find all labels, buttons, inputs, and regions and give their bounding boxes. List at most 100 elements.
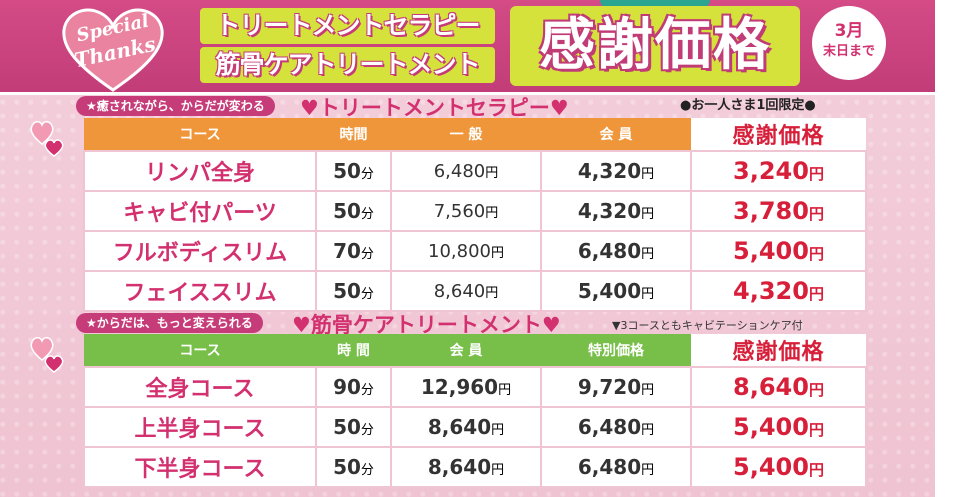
time-value: 50 xyxy=(333,199,361,223)
yen-unit: 円 xyxy=(491,463,505,478)
yen-unit: 円 xyxy=(641,247,655,262)
table-row: 下半身コース 50分 8,640円 6,480円 5,400円 xyxy=(83,446,867,488)
thanks-price-value: 5,400 xyxy=(733,237,809,265)
thanks-price-title-text: 感謝価格 xyxy=(539,13,771,78)
yen-unit: 円 xyxy=(808,285,824,303)
member-value: 6,480 xyxy=(577,239,642,263)
title-treatment-therapy-text: トリートメントセラピー xyxy=(215,11,480,40)
minute-unit: 分 xyxy=(360,463,374,478)
col-course: コース xyxy=(84,334,316,367)
yen-unit: 円 xyxy=(498,383,512,398)
thanks-price-title: 感謝価格 xyxy=(510,6,800,86)
time-value: 70 xyxy=(333,239,361,263)
thanks-price-cell: 5,400円 xyxy=(690,230,867,272)
time-cell: 50分 xyxy=(315,150,392,192)
table-row: リンパ全身 50分 6,480円 4,320円 3,240円 xyxy=(83,150,867,192)
table-row: フェイススリム 50分 8,640円 5,400円 4,320円 xyxy=(83,270,867,312)
yen-unit: 円 xyxy=(808,165,824,183)
course-name: 上半身コース xyxy=(83,406,317,448)
general-value: 10,800 xyxy=(428,240,491,262)
special-cell: 6,480円 xyxy=(540,446,692,488)
member-value: 12,960 xyxy=(420,375,499,399)
thanks-price-value: 3,240 xyxy=(733,157,809,185)
member-cell: 4,320円 xyxy=(540,150,692,192)
yen-unit: 円 xyxy=(808,245,824,263)
special-value: 6,480 xyxy=(577,455,642,479)
minute-unit: 分 xyxy=(360,383,374,398)
header-tab-decoration xyxy=(600,0,710,8)
table-row: フルボディスリム 70分 10,800円 6,480円 5,400円 xyxy=(83,230,867,272)
page-edge xyxy=(935,0,960,497)
section2-title: ♥筋骨ケアトリートメント♥ xyxy=(292,313,561,337)
table-row: キャビ付パーツ 50分 7,560円 4,320円 3,780円 xyxy=(83,190,867,232)
special-thanks-heart: Special Thanks xyxy=(58,6,168,94)
time-cell: 50分 xyxy=(315,446,392,488)
thanks-price-cell: 5,400円 xyxy=(690,446,867,488)
time-cell: 70分 xyxy=(315,230,392,272)
hearts-decoration-icon xyxy=(30,337,64,373)
title-treatment-therapy: トリートメントセラピー xyxy=(200,8,495,44)
special-cell: 6,480円 xyxy=(540,406,692,448)
col-general: 一 般 xyxy=(391,118,541,151)
general-cell: 6,480円 xyxy=(390,150,542,192)
time-value: 50 xyxy=(333,279,361,303)
yen-unit: 円 xyxy=(641,207,655,222)
minute-unit: 分 xyxy=(360,207,374,222)
col-course: コース xyxy=(84,118,316,151)
col-time: 時間 xyxy=(316,118,391,151)
thanks-price-value: 8,640 xyxy=(733,373,809,401)
thanks-price-cell: 5,400円 xyxy=(690,406,867,448)
member-value: 8,640 xyxy=(427,455,492,479)
thanks-price-value: 5,400 xyxy=(733,453,809,481)
yen-unit: 円 xyxy=(808,461,824,479)
course-name: フルボディスリム xyxy=(83,230,317,272)
member-value: 4,320 xyxy=(577,199,642,223)
time-value: 50 xyxy=(333,455,361,479)
thanks-price-value: 4,320 xyxy=(733,277,809,305)
yen-unit: 円 xyxy=(485,165,499,181)
member-value: 8,640 xyxy=(427,415,492,439)
col-special-price: 特別価格 xyxy=(541,334,691,367)
minute-unit: 分 xyxy=(360,287,374,302)
yen-unit: 円 xyxy=(491,423,505,438)
general-value: 7,560 xyxy=(433,200,486,222)
time-value: 50 xyxy=(333,415,361,439)
col-member: 会 員 xyxy=(391,334,541,367)
member-value: 5,400 xyxy=(577,279,642,303)
section1-title: ♥トリートメントセラピー♥ xyxy=(300,96,569,120)
col-thanks-price: 感謝価格 xyxy=(691,334,866,367)
time-value: 50 xyxy=(333,159,361,183)
col-time: 時 間 xyxy=(316,334,391,367)
thanks-price-value: 3,780 xyxy=(733,197,809,225)
yen-unit: 円 xyxy=(641,287,655,302)
yen-unit: 円 xyxy=(490,245,504,261)
hearts-decoration-icon xyxy=(30,121,64,157)
time-cell: 50分 xyxy=(315,406,392,448)
yen-unit: 円 xyxy=(808,381,824,399)
member-cell: 8,640円 xyxy=(390,446,542,488)
time-cell: 50分 xyxy=(315,190,392,232)
section2-note: ▼3コースともキャビテーションケア付 xyxy=(612,319,803,332)
general-value: 8,640 xyxy=(433,280,486,302)
period-end: 末日まで xyxy=(822,44,875,59)
time-cell: 90分 xyxy=(315,366,392,408)
col-thanks-price-label: 感謝価格 xyxy=(732,340,825,365)
thanks-price-cell: 3,780円 xyxy=(690,190,867,232)
thanks-price-cell: 3,240円 xyxy=(690,150,867,192)
yen-unit: 円 xyxy=(641,463,655,478)
member-cell: 5,400円 xyxy=(540,270,692,312)
period-badge xyxy=(812,6,886,80)
yen-unit: 円 xyxy=(641,167,655,182)
yen-unit: 円 xyxy=(641,423,655,438)
col-thanks-price-label: 感謝価格 xyxy=(732,124,825,149)
section1-tag: ★癒されながら、からだが変わる xyxy=(76,96,275,116)
col-thanks-price: 感謝価格 xyxy=(691,118,866,151)
special-value: 9,720 xyxy=(577,375,642,399)
member-value: 4,320 xyxy=(577,159,642,183)
time-value: 90 xyxy=(333,375,361,399)
thanks-price-cell: 4,320円 xyxy=(690,270,867,312)
special-cell: 9,720円 xyxy=(540,366,692,408)
thanks-price-value: 5,400 xyxy=(733,413,809,441)
therapy-price-table: コース 時間 一 般 会 員 感謝価格 リンパ全身 50分 6,480円 4,3… xyxy=(83,118,867,312)
table-row: 上半身コース 50分 8,640円 6,480円 5,400円 xyxy=(83,406,867,448)
